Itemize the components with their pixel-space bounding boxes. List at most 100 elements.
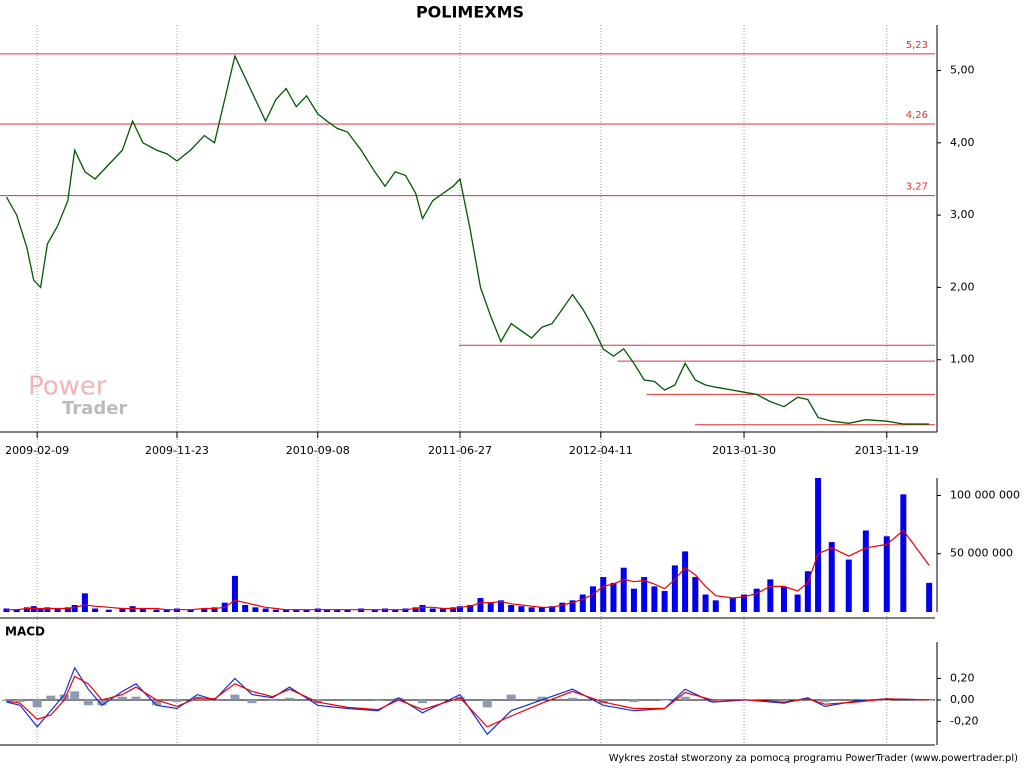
bar <box>97 699 107 706</box>
bar <box>303 609 310 612</box>
bar <box>497 600 504 612</box>
bar <box>671 565 678 612</box>
y-tick-label: 0,00 <box>950 693 975 706</box>
bar <box>15 699 25 703</box>
bar <box>272 609 279 612</box>
bar <box>119 608 126 612</box>
bar <box>629 699 639 703</box>
bar <box>518 606 525 612</box>
bar <box>152 699 162 706</box>
bar <box>163 609 170 612</box>
bar <box>37 608 44 612</box>
bar <box>211 607 218 612</box>
series-line <box>6 666 930 736</box>
bar <box>753 588 760 612</box>
bar <box>549 606 556 612</box>
bar <box>342 699 352 702</box>
bar <box>70 691 80 700</box>
bar <box>680 696 690 700</box>
y-tick-label: 3,00 <box>950 208 975 221</box>
x-tick-label: 2011-06-27 <box>428 444 492 457</box>
bar <box>477 598 484 612</box>
bar <box>702 594 709 612</box>
bar <box>579 594 586 612</box>
bar <box>692 577 699 612</box>
bar <box>371 609 378 612</box>
bar <box>630 588 637 612</box>
y-tick-label: -0,20 <box>950 714 978 727</box>
bar <box>487 602 494 612</box>
bar <box>537 696 547 700</box>
bar <box>828 542 835 612</box>
footer: Wykres został stworzony za pomocą progra… <box>609 753 1018 764</box>
bar <box>590 586 597 612</box>
level-label: 3,27 <box>906 182 928 193</box>
y-tick-label: 2,00 <box>950 280 975 293</box>
x-tick-label: 2010-09-08 <box>286 444 350 457</box>
bar <box>641 577 648 612</box>
bar <box>450 607 457 612</box>
bar <box>412 607 419 612</box>
bar <box>660 699 670 701</box>
bar <box>418 699 428 704</box>
bar <box>712 600 719 612</box>
x-tick-label: 2009-11-23 <box>145 444 209 457</box>
bar <box>59 694 69 700</box>
panel-title: MACD <box>5 625 45 639</box>
bar <box>794 594 801 612</box>
y-tick-label: 0,20 <box>950 671 975 684</box>
bar <box>44 607 51 612</box>
bar <box>900 494 907 612</box>
level-label: 5,23 <box>906 40 928 51</box>
bar <box>54 608 61 612</box>
bar <box>32 699 42 708</box>
bar <box>661 591 668 612</box>
bar <box>815 478 822 612</box>
y-tick-label: 1,00 <box>950 353 975 366</box>
x-tick-label: 2012-04-11 <box>569 444 633 457</box>
bar <box>682 551 689 612</box>
y-tick-label: 100 000 000 <box>950 488 1020 501</box>
series-line <box>5 54 930 425</box>
bar <box>538 607 545 612</box>
bar <box>231 575 238 612</box>
bar <box>845 559 852 612</box>
bar <box>528 607 535 612</box>
bar <box>334 609 341 612</box>
bar <box>201 608 208 612</box>
bar <box>242 605 249 612</box>
bar <box>467 605 474 612</box>
bar <box>883 536 890 612</box>
y-tick-label: 50 000 000 <box>950 547 1013 560</box>
bar <box>3 608 10 612</box>
bar <box>508 605 515 612</box>
bar <box>247 699 257 704</box>
bar <box>610 582 617 612</box>
bar <box>392 609 399 612</box>
bar <box>373 699 383 702</box>
watermark: Power <box>28 372 107 402</box>
y-tick-label: 4,00 <box>950 136 975 149</box>
y-tick-label: 5,00 <box>950 64 975 77</box>
bar <box>46 695 56 700</box>
bar <box>729 598 736 612</box>
bar <box>439 608 446 612</box>
bar <box>81 593 88 612</box>
bar <box>153 609 160 612</box>
bar <box>457 606 464 612</box>
series-line <box>6 529 930 611</box>
bar <box>187 609 194 612</box>
x-tick-label: 2009-02-09 <box>5 444 69 457</box>
bar <box>559 602 566 612</box>
bar <box>620 567 627 612</box>
watermark: Trader <box>62 398 127 419</box>
series-line <box>6 675 930 728</box>
bar <box>172 699 182 703</box>
bar <box>105 609 112 612</box>
bar <box>344 609 351 612</box>
bar <box>324 609 331 612</box>
bar <box>429 608 436 612</box>
